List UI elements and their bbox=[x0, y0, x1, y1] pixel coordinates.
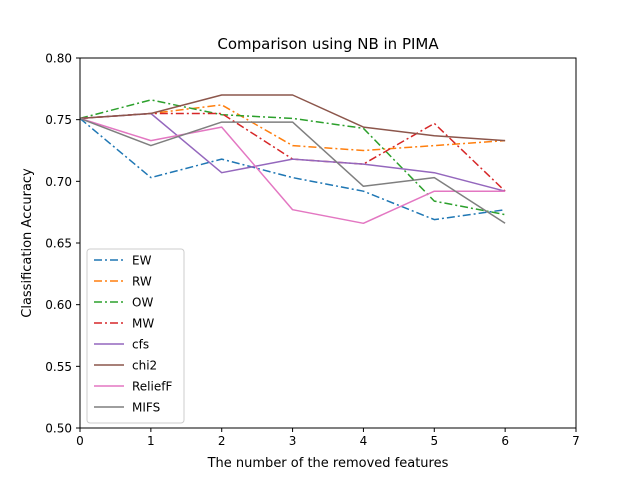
chart-title: Comparison using NB in PIMA bbox=[217, 35, 439, 53]
y-axis-label: Classification Accuracy bbox=[20, 168, 35, 318]
x-tick-label: 4 bbox=[360, 434, 368, 448]
y-tick-label: 0.60 bbox=[45, 298, 72, 312]
y-tick-label: 0.55 bbox=[45, 360, 72, 374]
legend-label: OW bbox=[132, 296, 153, 310]
y-axis: 0.50 0.55 0.60 0.65 0.70 0.75 0.80 bbox=[45, 52, 80, 436]
legend-label: ReliefF bbox=[132, 380, 172, 394]
y-tick-label: 0.65 bbox=[45, 237, 72, 251]
x-axis-label: The number of the removed features bbox=[207, 456, 449, 471]
x-tick-label: 6 bbox=[501, 434, 509, 448]
legend-label: cfs bbox=[132, 338, 149, 352]
legend: EW RW OW MW cfs chi2 ReliefF MIFS bbox=[86, 248, 185, 424]
y-tick-label: 0.50 bbox=[45, 422, 72, 436]
legend-label: EW bbox=[132, 254, 152, 268]
x-tick-label: 0 bbox=[76, 434, 84, 448]
series-line-ew bbox=[79, 117, 506, 221]
legend-label: MIFS bbox=[132, 401, 160, 415]
x-tick-label: 5 bbox=[430, 434, 438, 448]
series-line-chi2 bbox=[79, 94, 506, 142]
legend-box bbox=[86, 248, 185, 424]
y-tick-label: 0.70 bbox=[45, 175, 72, 189]
series-line-relieff bbox=[79, 117, 506, 225]
y-tick-label: 0.80 bbox=[45, 52, 72, 66]
series-line-mifs bbox=[79, 117, 506, 224]
x-axis: 0 1 2 3 4 5 6 7 bbox=[76, 428, 580, 448]
x-tick-label: 2 bbox=[218, 434, 226, 448]
legend-label: RW bbox=[132, 275, 152, 289]
x-tick-label: 1 bbox=[147, 434, 155, 448]
legend-label: MW bbox=[132, 317, 154, 331]
y-tick-label: 0.75 bbox=[45, 113, 72, 127]
x-tick-label: 3 bbox=[289, 434, 297, 448]
x-tick-label: 7 bbox=[572, 434, 580, 448]
legend-label: chi2 bbox=[132, 359, 157, 373]
series-line-ow bbox=[79, 99, 506, 216]
plot-lines bbox=[79, 94, 506, 225]
